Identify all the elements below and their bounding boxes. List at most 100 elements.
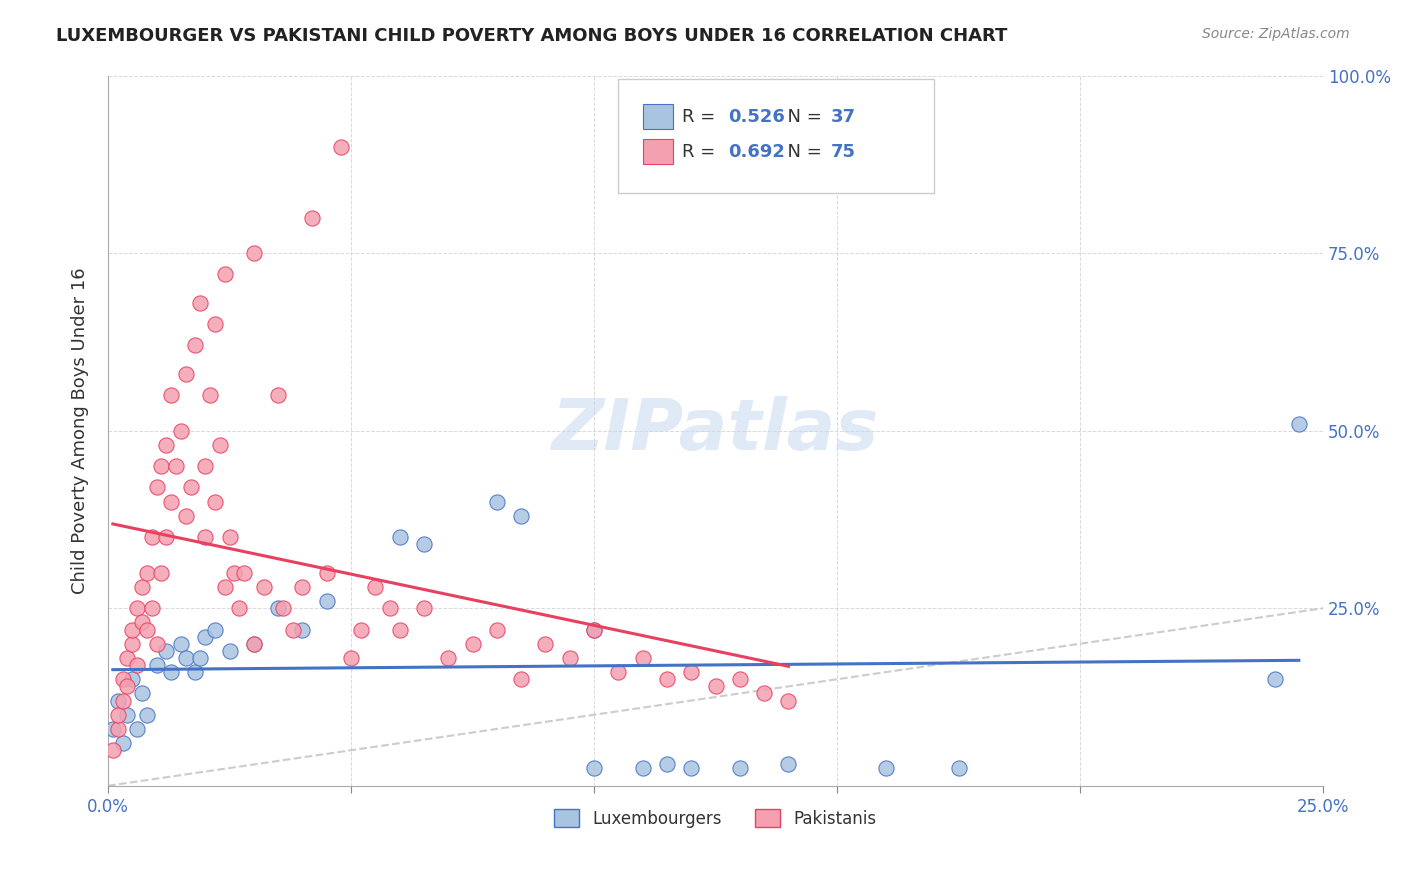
Point	[510, 508, 533, 523]
Point	[107, 722, 129, 736]
Point	[194, 459, 217, 474]
Point	[194, 530, 217, 544]
Point	[204, 317, 226, 331]
Point	[155, 644, 177, 658]
Point	[127, 658, 149, 673]
Point	[224, 566, 246, 580]
Point	[141, 601, 163, 615]
Point	[145, 480, 167, 494]
Point	[267, 388, 290, 402]
Point	[160, 388, 183, 402]
Point	[378, 601, 401, 615]
Point	[1263, 672, 1285, 686]
Point	[111, 693, 134, 707]
Text: N =: N =	[776, 108, 828, 126]
Point	[101, 743, 124, 757]
Point	[198, 388, 221, 402]
Point	[184, 665, 207, 680]
Text: 75: 75	[831, 144, 856, 161]
Point	[218, 530, 240, 544]
Point	[243, 246, 266, 260]
Point	[778, 693, 800, 707]
Point	[243, 637, 266, 651]
Point	[267, 601, 290, 615]
Point	[315, 594, 337, 608]
Point	[252, 580, 274, 594]
Point	[271, 601, 294, 615]
Point	[728, 761, 751, 775]
Y-axis label: Child Poverty Among Boys Under 16: Child Poverty Among Boys Under 16	[72, 268, 89, 594]
Point	[117, 651, 139, 665]
Point	[160, 665, 183, 680]
Point	[291, 623, 314, 637]
Point	[184, 338, 207, 352]
Point	[145, 658, 167, 673]
Point	[150, 566, 173, 580]
Point	[534, 637, 557, 651]
Point	[107, 707, 129, 722]
Point	[243, 637, 266, 651]
Point	[233, 566, 256, 580]
Point	[135, 623, 157, 637]
Point	[1288, 417, 1310, 431]
Point	[131, 615, 153, 630]
Point	[281, 623, 304, 637]
Point	[111, 672, 134, 686]
Point	[174, 508, 197, 523]
Point	[388, 623, 411, 637]
Point	[948, 761, 970, 775]
Point	[127, 722, 149, 736]
Point	[583, 761, 606, 775]
Point	[214, 580, 236, 594]
Point	[583, 623, 606, 637]
Point	[204, 494, 226, 508]
Point	[461, 637, 484, 651]
FancyBboxPatch shape	[619, 79, 935, 193]
Point	[131, 686, 153, 700]
Point	[631, 651, 654, 665]
Point	[170, 637, 193, 651]
Bar	[643, 104, 673, 128]
Point	[121, 672, 143, 686]
Point	[180, 480, 202, 494]
Point	[150, 459, 173, 474]
Point	[131, 580, 153, 594]
Point	[681, 665, 703, 680]
Point	[155, 530, 177, 544]
Point	[301, 211, 323, 225]
Bar	[643, 139, 673, 164]
Point	[174, 651, 197, 665]
Text: ZIPatlas: ZIPatlas	[553, 396, 879, 465]
Text: R =: R =	[682, 144, 720, 161]
Point	[204, 623, 226, 637]
Point	[655, 672, 678, 686]
Point	[127, 601, 149, 615]
Point	[510, 672, 533, 686]
Legend: Luxembourgers, Pakistanis: Luxembourgers, Pakistanis	[547, 803, 883, 834]
Point	[228, 601, 250, 615]
Point	[160, 494, 183, 508]
Point	[754, 686, 776, 700]
Point	[388, 530, 411, 544]
Point	[188, 651, 211, 665]
Text: 0.692: 0.692	[728, 144, 785, 161]
Point	[340, 651, 363, 665]
Point	[135, 707, 157, 722]
Text: Source: ZipAtlas.com: Source: ZipAtlas.com	[1202, 27, 1350, 41]
Point	[194, 630, 217, 644]
Point	[350, 623, 373, 637]
Point	[121, 637, 143, 651]
Point	[188, 295, 211, 310]
Point	[117, 707, 139, 722]
Point	[558, 651, 581, 665]
Point	[875, 761, 897, 775]
Point	[141, 530, 163, 544]
Point	[655, 757, 678, 772]
Point	[413, 537, 436, 551]
Point	[107, 693, 129, 707]
Point	[704, 679, 727, 693]
Text: N =: N =	[776, 144, 828, 161]
Point	[135, 566, 157, 580]
Point	[315, 566, 337, 580]
Point	[174, 367, 197, 381]
